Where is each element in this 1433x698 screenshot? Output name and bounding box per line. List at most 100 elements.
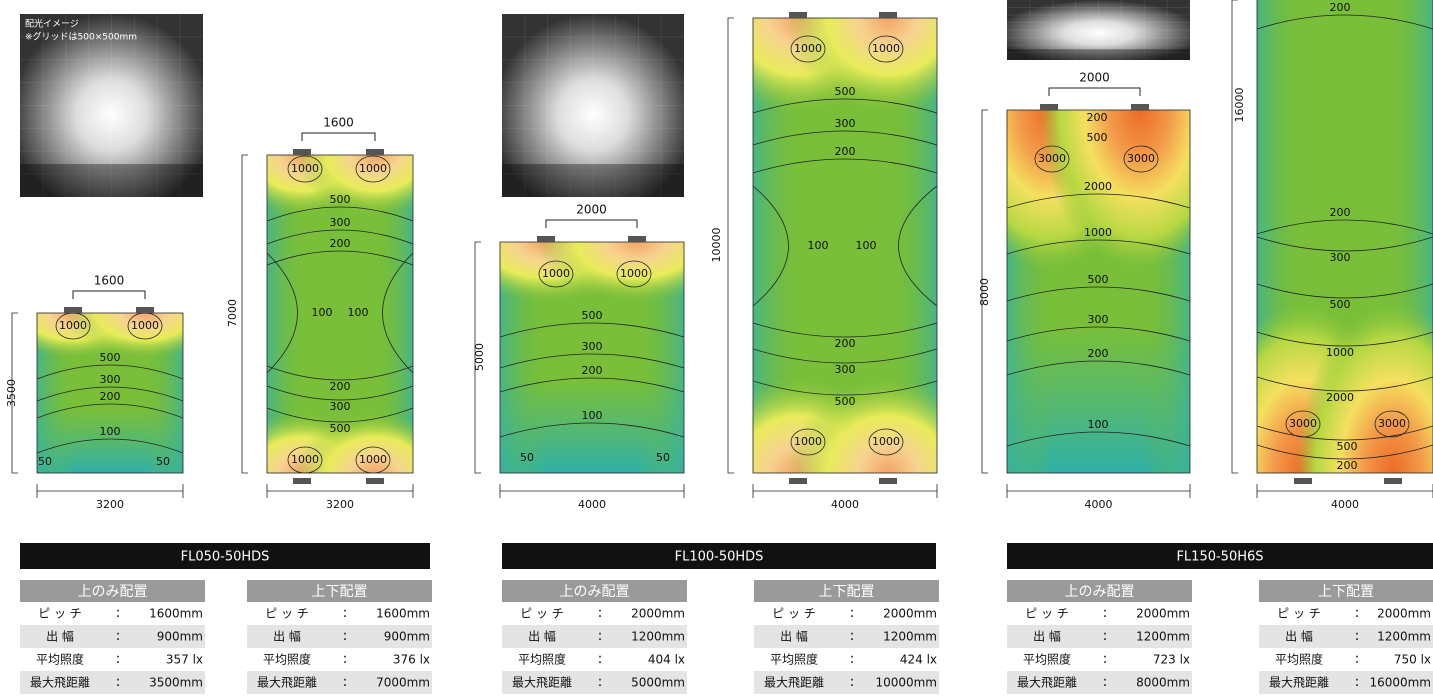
spec-label: 最大飛距離 xyxy=(1269,676,1329,690)
contour-label: 1000 xyxy=(291,162,319,175)
spec-value: 2000mm xyxy=(1136,607,1190,621)
contour-label: 3000 xyxy=(1378,417,1406,430)
luminaire xyxy=(879,12,897,18)
luminaire xyxy=(1131,104,1149,110)
pitch-label: 1600 xyxy=(323,116,354,130)
product-bar xyxy=(502,543,936,569)
pitch-label: 2000 xyxy=(1079,71,1110,85)
contour-line xyxy=(1257,425,1433,441)
contour-line xyxy=(898,185,937,307)
contour-label: 1000 xyxy=(794,435,822,448)
spec-separator: : xyxy=(1103,628,1108,644)
spec-value: 1200mm xyxy=(1136,630,1190,644)
config-title: 上下配置 xyxy=(312,584,368,600)
spec-row-bg xyxy=(502,671,687,694)
spec-value: 1200mm xyxy=(631,630,685,644)
spec-row-bg xyxy=(754,625,939,648)
pitch-bracket xyxy=(1048,87,1141,96)
spec-label: ピ ッ チ xyxy=(1277,607,1321,621)
hot-zone xyxy=(535,242,684,302)
spec-label: 平均照度 xyxy=(1275,652,1323,667)
diagram-frame xyxy=(266,154,414,474)
spec-label: 出 幅 xyxy=(273,629,301,644)
contour-line xyxy=(1007,431,1190,447)
spec-separator: : xyxy=(1103,605,1108,621)
config-header xyxy=(502,580,687,602)
height-label: 16000 xyxy=(1233,88,1246,123)
luminaire xyxy=(1294,478,1312,484)
hot-zone xyxy=(786,18,937,113)
contour-label: 1000 xyxy=(872,435,900,448)
spec-value: 1200mm xyxy=(1377,630,1431,644)
spec-label: 平均照度 xyxy=(36,652,84,667)
spec-label: 出 幅 xyxy=(780,629,808,644)
width-label: 4000 xyxy=(1085,498,1113,511)
spec-separator: : xyxy=(116,628,121,644)
contour-label: 1000 xyxy=(620,267,648,280)
hot-zone xyxy=(64,313,183,358)
pitch-label: 2000 xyxy=(576,203,607,217)
spec-row-bg xyxy=(1259,671,1433,694)
diagram-frame xyxy=(499,241,685,474)
height-label: 8000 xyxy=(978,278,991,306)
height-line xyxy=(241,154,248,474)
width-line xyxy=(36,484,184,498)
spec-label: 平均照度 xyxy=(1023,652,1071,667)
width-label: 4000 xyxy=(578,498,606,511)
contour-line xyxy=(500,322,684,338)
contour-label: 1000 xyxy=(291,453,319,466)
spec-separator: : xyxy=(850,651,855,667)
contour-line xyxy=(753,98,937,114)
contour-line xyxy=(1007,326,1190,342)
diagram: 1000 1000 500 300 200 100 50 50 xyxy=(500,242,684,473)
spec-value: 1600mm xyxy=(149,607,203,621)
contour-line xyxy=(267,385,413,401)
spec-label: 出 幅 xyxy=(46,629,74,644)
contour-label: 500 xyxy=(835,395,856,408)
contour-line xyxy=(1257,219,1433,235)
contour-label: 200 xyxy=(1330,206,1351,219)
contour-line xyxy=(1007,193,1190,209)
spec-row-bg xyxy=(754,671,939,694)
contour-label: 1000 xyxy=(872,42,900,55)
luminaire xyxy=(537,236,555,242)
contour-label: 200 xyxy=(1330,1,1351,14)
contour-line xyxy=(382,252,413,374)
spec-label: 平均照度 xyxy=(518,652,566,667)
contour-label: 500 xyxy=(1088,273,1109,286)
contour-ring xyxy=(1374,410,1410,438)
contour-line xyxy=(753,158,937,174)
height-line xyxy=(474,241,481,474)
spec-separator: : xyxy=(1103,674,1108,690)
contour-label: 100 xyxy=(582,409,603,422)
config-header xyxy=(20,580,205,602)
spec-separator: : xyxy=(1355,651,1360,667)
diagram-frame xyxy=(1256,0,1433,474)
spec-value: 900mm xyxy=(157,630,203,644)
contour-label: 500 xyxy=(330,422,351,435)
width-line xyxy=(752,484,938,498)
spec-value: 3500mm xyxy=(149,676,203,690)
height-label: 7000 xyxy=(226,299,239,327)
spec-value: 900mm xyxy=(384,630,430,644)
spec-separator: : xyxy=(343,651,348,667)
config-title: 上のみ配置 xyxy=(1065,584,1135,600)
width-line xyxy=(1256,484,1433,498)
pitch-label: 1600 xyxy=(94,274,125,288)
contour-line xyxy=(753,185,789,307)
spec-row-bg xyxy=(502,625,687,648)
hot-zone xyxy=(786,378,937,473)
contour-label: 500 xyxy=(1337,440,1358,453)
spec-separator: : xyxy=(598,674,603,690)
contour-line xyxy=(1257,376,1433,392)
contour-label: 300 xyxy=(330,400,351,413)
contour-ring xyxy=(355,155,391,183)
contour-line xyxy=(1257,236,1433,252)
contour-label: 200 xyxy=(100,390,121,403)
contour-label: 2000 xyxy=(1084,180,1112,193)
contour-ring xyxy=(790,428,826,456)
contour-label: 100 xyxy=(856,239,877,252)
pitch-bracket xyxy=(545,219,638,228)
config-header xyxy=(1007,580,1192,602)
spec-value: 7000mm xyxy=(376,676,430,690)
